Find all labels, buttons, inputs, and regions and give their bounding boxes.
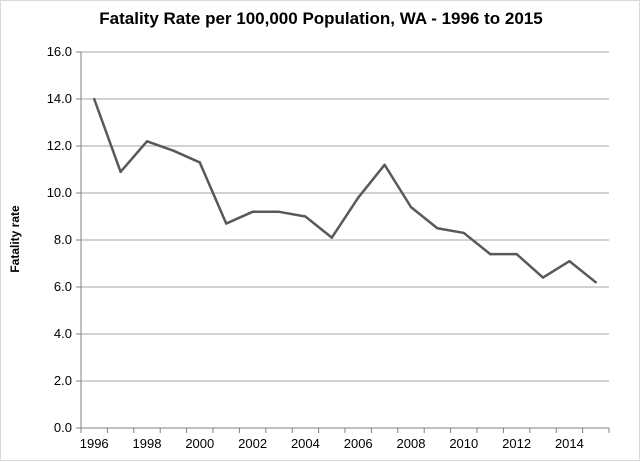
data-point — [515, 252, 518, 256]
data-point — [541, 276, 545, 279]
data-point — [409, 205, 413, 209]
data-point — [330, 236, 333, 239]
data-point — [119, 170, 122, 174]
x-tick-label: 1998 — [133, 436, 162, 451]
data-point — [251, 210, 254, 213]
x-tick-label: 2000 — [185, 436, 214, 451]
data-point — [357, 196, 360, 199]
x-tick-label: 2014 — [555, 436, 584, 451]
y-tick-label: 4.0 — [54, 326, 72, 341]
series-line — [93, 98, 597, 284]
y-tick-label: 0.0 — [54, 420, 72, 435]
y-tick-label: 6.0 — [54, 279, 72, 294]
data-point — [93, 97, 96, 101]
y-tick-label: 16.0 — [47, 44, 72, 59]
data-point — [383, 163, 386, 166]
data-point — [594, 281, 597, 284]
axes — [76, 51, 610, 433]
series-group — [93, 97, 597, 284]
x-tick-label: 2008 — [397, 436, 426, 451]
x-tick-label: 1996 — [80, 436, 109, 451]
gridlines — [81, 51, 609, 382]
data-point — [304, 215, 307, 218]
x-tick-labels: 1996 1998 2000 2002 2004 2006 2008 2010 2012 2014 — [80, 436, 584, 451]
data-point — [462, 231, 465, 235]
data-point — [225, 222, 228, 225]
data-point — [145, 140, 149, 143]
data-point — [172, 149, 175, 152]
y-tick-label: 12.0 — [47, 138, 72, 153]
y-tick-labels: 0.0 2.0 4.0 6.0 8.0 10.0 12.0 14.0 16.0 — [47, 44, 72, 435]
x-tick-label: 2012 — [502, 436, 531, 451]
data-point — [568, 259, 571, 263]
y-tick-label: 14.0 — [47, 91, 72, 106]
y-tick-label: 8.0 — [54, 232, 72, 247]
x-tick-label: 2002 — [238, 436, 267, 451]
chart-title: Fatality Rate per 100,000 Population, WA… — [99, 9, 543, 28]
data-point — [198, 161, 201, 164]
data-point — [277, 210, 281, 213]
y-tick-label: 10.0 — [47, 185, 72, 200]
x-tick-label: 2006 — [344, 436, 373, 451]
x-tick-label: 2004 — [291, 436, 320, 451]
x-tick-label: 2010 — [449, 436, 478, 451]
data-point — [489, 252, 492, 256]
y-tick-label: 2.0 — [54, 373, 72, 388]
data-point — [436, 227, 439, 230]
